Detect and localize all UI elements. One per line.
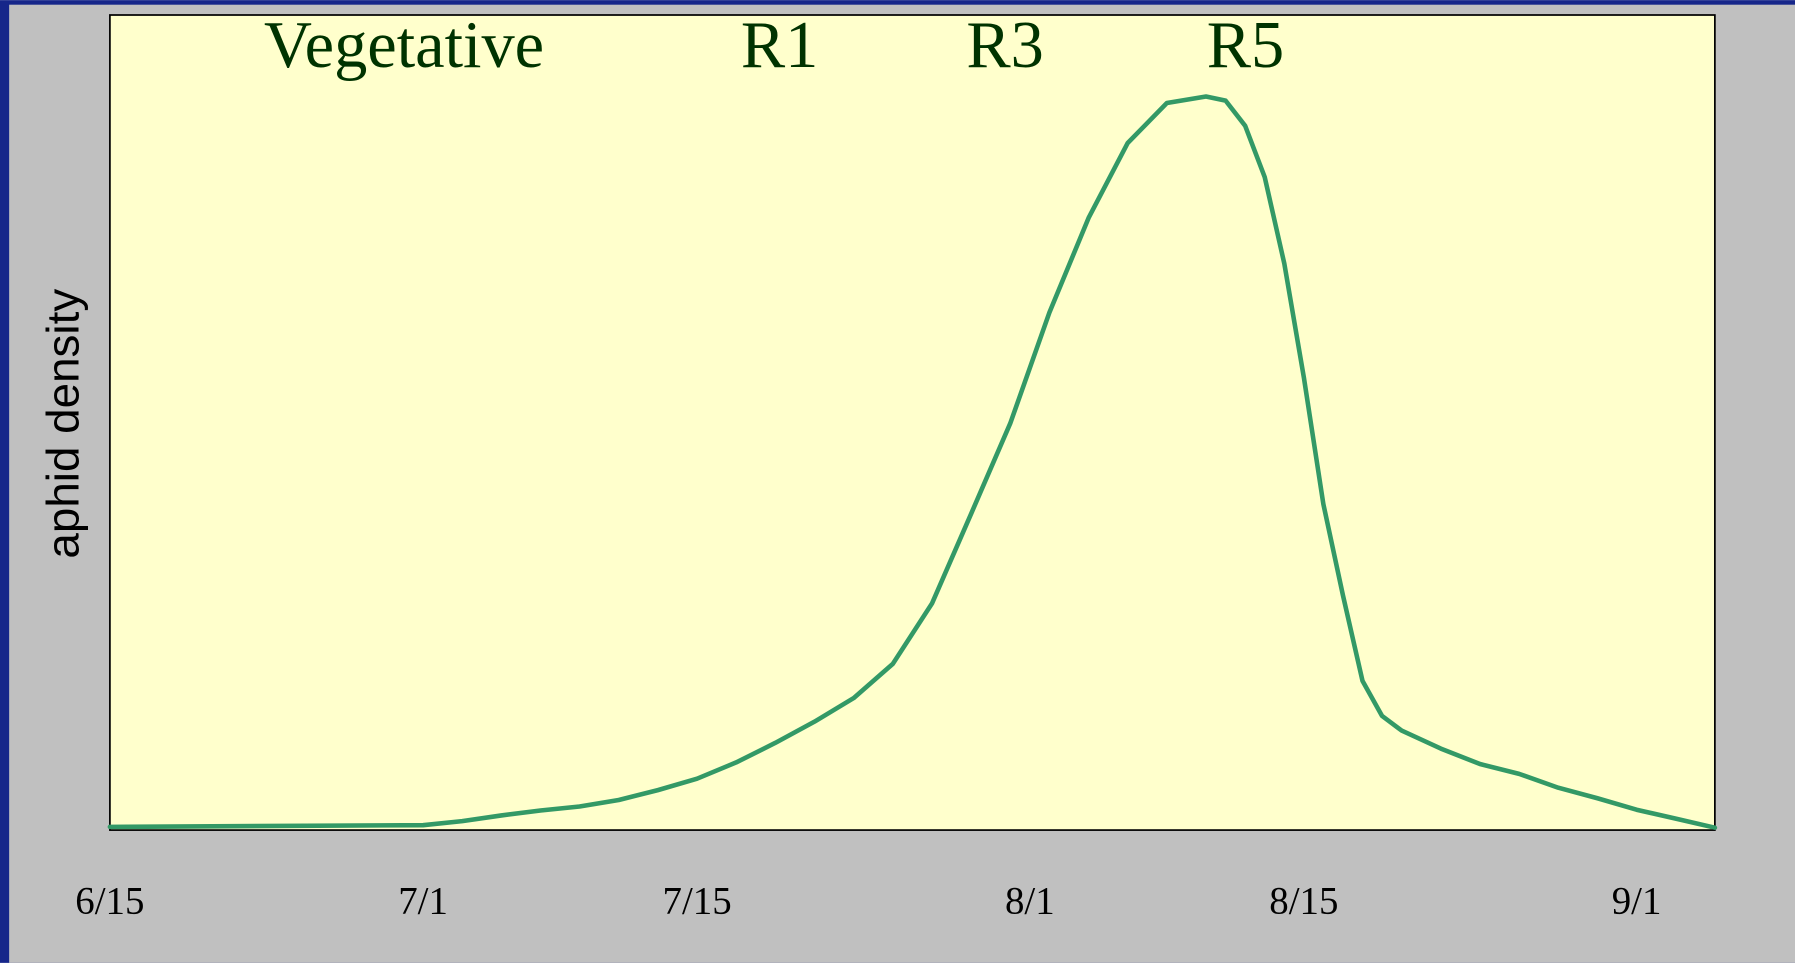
x-tick-label: 9/1 bbox=[1612, 879, 1662, 922]
stage-label: R3 bbox=[966, 9, 1043, 82]
stage-label: R1 bbox=[741, 9, 818, 82]
x-tick-label: 7/15 bbox=[662, 879, 731, 922]
y-axis-label: aphid density bbox=[37, 289, 88, 559]
stage-label: Vegetative bbox=[264, 9, 544, 82]
data-line bbox=[107, 94, 1718, 830]
stage-label: R5 bbox=[1207, 9, 1284, 82]
x-tick-label: 6/15 bbox=[75, 879, 144, 922]
x-tick-label: 8/15 bbox=[1269, 879, 1338, 922]
plot-area bbox=[109, 14, 1716, 831]
x-tick-label: 8/1 bbox=[1005, 879, 1055, 922]
x-tick-label: 7/1 bbox=[398, 879, 448, 922]
